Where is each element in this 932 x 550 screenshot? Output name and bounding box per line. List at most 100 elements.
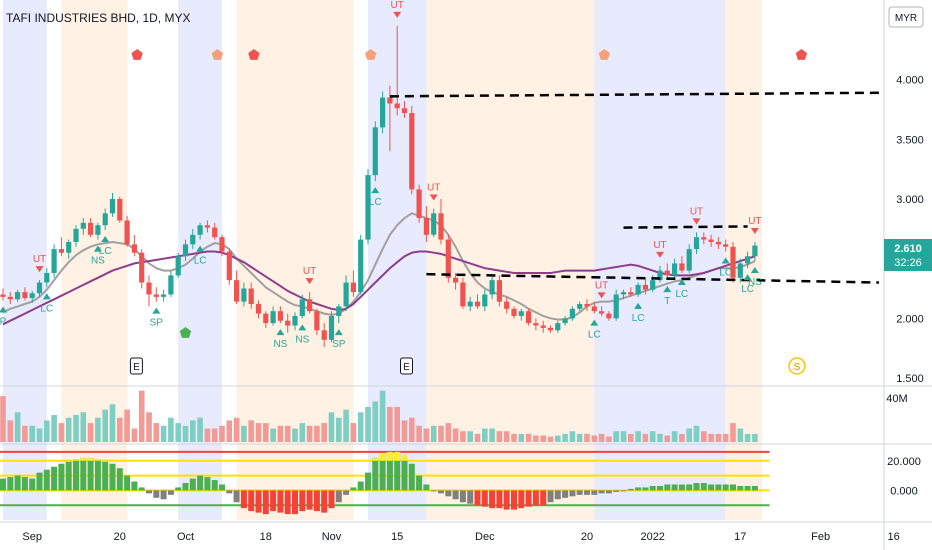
candle [518, 308, 524, 321]
oscillator-bar [657, 485, 663, 491]
volume-bar [95, 417, 101, 442]
candle [723, 239, 729, 252]
candle [423, 206, 429, 242]
candle-body [336, 306, 342, 316]
candle-body [620, 292, 627, 295]
signal-lc: LC [40, 293, 53, 314]
price-tick-label: 3.000 [896, 194, 924, 206]
time-tick-label: Dec [475, 531, 495, 543]
oscillator-bar [605, 490, 612, 494]
candle [73, 225, 79, 247]
signal-label: LC [194, 256, 207, 267]
volume-bar [190, 420, 196, 442]
candle-body [540, 325, 546, 328]
candle-body [511, 308, 517, 316]
up-arrow-icon [42, 293, 51, 300]
oscillator-bar [613, 490, 620, 492]
candle [124, 215, 130, 247]
candle [66, 239, 72, 259]
candle-body [606, 313, 612, 319]
candles [0, 25, 758, 347]
oscillator-bar [233, 490, 240, 503]
candle-body [672, 263, 678, 276]
volume-bar [328, 412, 335, 442]
oscillator-bar [365, 472, 371, 491]
candle-body [328, 315, 335, 340]
volume-bar [350, 423, 357, 442]
oscillator-bar-high [87, 457, 94, 461]
volume-bar [138, 390, 145, 442]
oscillator-bar [532, 490, 539, 506]
oscillator-bar [430, 490, 437, 492]
signal-label: UT [303, 266, 316, 277]
oscillator-bar [21, 477, 28, 491]
candle-body [204, 225, 210, 228]
candle [277, 306, 283, 324]
candle-body [168, 275, 174, 295]
volume-bar [474, 433, 481, 442]
ma-gray-line [2, 212, 756, 321]
volume-bar [701, 431, 707, 442]
candle-body [394, 103, 400, 109]
volume-bar [277, 425, 284, 442]
candle-body [234, 280, 240, 302]
candle-body [380, 97, 386, 128]
volume-bar [29, 425, 35, 442]
signal-label: UT [427, 183, 440, 194]
candle-body [453, 277, 459, 283]
candle-body [628, 292, 634, 295]
candle-body [650, 280, 656, 290]
oscillator-bar [525, 490, 532, 507]
earnings-badge-label: E [403, 362, 410, 373]
candle [80, 218, 86, 235]
volume-bar [430, 425, 437, 442]
candle [504, 296, 510, 314]
oscillator-bar [423, 484, 430, 491]
oscillator-bar [744, 485, 751, 491]
candle [292, 312, 298, 331]
candle [102, 208, 108, 231]
signal-label: LC [632, 313, 645, 324]
oscillator-bar [730, 484, 736, 491]
candle-body [584, 304, 590, 307]
oscillator-bar [584, 490, 590, 495]
currency-badge[interactable]: MYR [888, 6, 924, 28]
pentagon-marker [365, 49, 377, 60]
oscillator-bar [693, 483, 700, 491]
volume-bar [467, 431, 473, 442]
signal-label: NS [748, 277, 762, 288]
volume-bar [124, 409, 130, 442]
volume-bar [503, 431, 510, 442]
volume-bar [299, 423, 306, 442]
dividend-badge: S [788, 357, 806, 375]
candle-body [241, 288, 247, 302]
signal-label: LC [588, 330, 601, 341]
signal-ut: UT [690, 206, 703, 225]
candle-body [29, 293, 35, 299]
time-tick-label: 15 [391, 531, 403, 543]
oscillator-bar-high [372, 457, 379, 461]
oscillator-bar [189, 478, 196, 491]
volume-bar [744, 433, 751, 442]
candle [431, 208, 437, 238]
candle [474, 294, 481, 309]
volume-bar [525, 433, 532, 442]
volume-bar [36, 428, 43, 442]
oscillator-bar [124, 475, 131, 491]
candle-body [701, 237, 707, 240]
volume-bar [482, 428, 488, 442]
session-band [426, 0, 595, 520]
candle [358, 234, 364, 295]
candle-body [73, 228, 79, 242]
candle [584, 299, 590, 312]
volume-bar [44, 420, 50, 442]
oscillator-bar [219, 484, 225, 491]
candle [204, 220, 210, 233]
candle [453, 272, 459, 290]
oscillator-bar [94, 459, 101, 491]
signal-lc: LC [741, 274, 754, 295]
oscillator-bar [715, 484, 722, 491]
candle [248, 282, 254, 309]
time-tick-label: Nov [322, 531, 342, 543]
